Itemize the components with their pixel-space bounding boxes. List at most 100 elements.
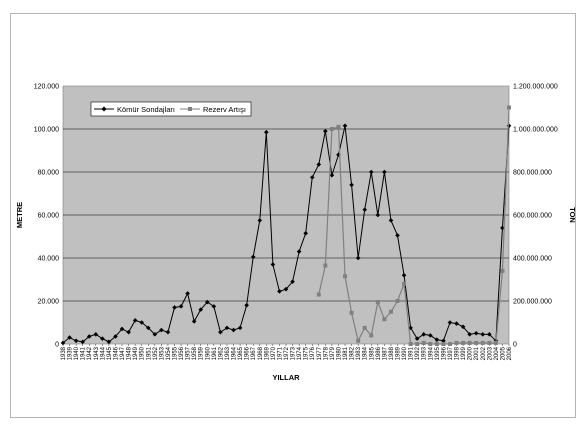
data-point-komur	[139, 320, 145, 325]
data-point-komur	[421, 332, 427, 337]
data-point-rezerv	[369, 333, 374, 338]
x-tick-label: 1961	[212, 346, 218, 360]
data-point-komur	[355, 255, 361, 261]
data-point-komur	[473, 330, 479, 336]
x-tick-label: 1988	[389, 346, 395, 360]
y2-tick-label: 200.000.000	[513, 299, 552, 306]
x-tick-label: 1950	[140, 346, 146, 360]
x-tick-label: 1978	[323, 346, 329, 360]
data-point-komur	[86, 334, 92, 339]
data-point-komur	[362, 207, 368, 212]
x-tick-label: 1981	[343, 346, 349, 360]
x-tick-label: 2002	[481, 346, 487, 360]
data-point-komur	[427, 333, 433, 338]
data-point-rezerv	[316, 292, 321, 297]
x-tick-label: 1979	[330, 346, 336, 360]
data-point-rezerv	[507, 105, 511, 110]
y2-tick-label: 600.000.000	[513, 213, 552, 220]
legend-label-komur: Kömür Sondajları	[117, 105, 175, 114]
data-point-komur	[342, 123, 348, 129]
x-tick-label: 1951	[146, 346, 152, 360]
data-point-komur	[309, 175, 315, 180]
data-point-rezerv	[441, 342, 446, 346]
x-tick-label: 1984	[363, 346, 369, 360]
data-point-rezerv	[461, 340, 466, 345]
x-tick-label: 1940	[74, 346, 80, 360]
x-tick-label: 1977	[317, 346, 323, 360]
x-tick-label: 1967	[251, 346, 257, 360]
data-point-komur	[218, 329, 223, 335]
data-point-komur	[382, 169, 387, 175]
x-tick-label: 2003	[487, 346, 493, 360]
x-tick-label: 1991	[409, 346, 415, 360]
data-point-komur	[270, 262, 276, 267]
y2-tick-label: 400.000.000	[513, 256, 552, 263]
y-tick-label: 20.000	[38, 299, 60, 306]
data-point-komur	[388, 218, 394, 223]
data-point-rezerv	[323, 263, 328, 268]
data-point-komur	[244, 303, 249, 308]
data-point-rezerv	[480, 340, 485, 345]
x-tick-label: 1966	[245, 346, 251, 360]
x-tick-label: 1958	[192, 346, 198, 360]
x-tick-label: 1969	[264, 346, 270, 360]
x-tick-label: 1962	[218, 346, 224, 360]
x-tick-label: 1954	[166, 346, 172, 360]
data-point-komur	[264, 129, 269, 135]
x-tick-label: 1941	[81, 346, 87, 360]
data-point-komur	[119, 326, 125, 332]
data-point-komur	[368, 169, 374, 175]
x-tick-label: 1985	[369, 346, 375, 360]
x-tick-label: 1968	[258, 346, 264, 360]
y2-tick-label: 0	[513, 342, 517, 349]
data-point-komur	[80, 339, 85, 345]
data-point-komur	[185, 291, 190, 296]
data-point-rezerv	[447, 342, 452, 346]
data-point-komur	[277, 289, 282, 294]
x-tick-label: 1952	[153, 346, 159, 360]
data-point-komur	[441, 338, 446, 344]
data-point-rezerv	[343, 274, 348, 279]
x-tick-label: 1993	[422, 346, 428, 360]
y-tick-label: 40.000	[38, 256, 60, 263]
data-point-komur	[401, 272, 407, 278]
data-point-rezerv	[500, 268, 505, 273]
y2-tick-label: 800.000.000	[513, 170, 552, 177]
data-point-rezerv	[408, 342, 413, 346]
data-point-komur	[60, 340, 66, 346]
data-point-komur	[145, 325, 151, 331]
data-point-komur	[349, 182, 354, 188]
data-point-komur	[303, 230, 308, 236]
gridlines	[63, 128, 509, 302]
y-tick-label: 120.000	[34, 84, 59, 91]
x-tick-label: 1994	[428, 346, 434, 360]
data-point-komur	[316, 162, 322, 167]
data-point-rezerv	[434, 342, 439, 346]
x-axis-title: YILLAR	[272, 373, 300, 382]
data-point-komur	[198, 307, 204, 312]
data-point-komur	[336, 152, 341, 158]
data-point-rezerv	[467, 340, 472, 345]
x-tick-label: 1960	[205, 346, 211, 360]
x-tick-label: 1949	[133, 346, 139, 360]
data-point-rezerv	[362, 325, 367, 330]
x-tick-label: 1955	[173, 346, 179, 360]
x-tick-label: 1943	[94, 346, 100, 360]
data-point-komur	[257, 218, 263, 223]
x-tick-label: 1956	[179, 346, 185, 360]
data-point-rezerv	[402, 281, 407, 286]
data-point-komur	[290, 279, 295, 284]
data-point-rezerv	[356, 338, 361, 343]
data-point-komur	[487, 332, 492, 337]
data-point-komur	[152, 332, 158, 337]
x-tick-label: 1973	[291, 346, 297, 360]
data-point-komur	[113, 334, 118, 339]
x-tick-label: 1990	[402, 346, 408, 360]
x-tick-label: 1944	[100, 346, 106, 360]
data-point-komur	[460, 324, 466, 330]
data-point-komur	[132, 318, 138, 323]
x-tick-label: 1976	[310, 346, 316, 360]
data-point-komur	[500, 225, 505, 231]
x-tick-label: 1970	[271, 346, 277, 360]
y2-axis-ticks: 0 200.000.000 400.000.000 600.000.000 800.00…	[513, 84, 558, 349]
